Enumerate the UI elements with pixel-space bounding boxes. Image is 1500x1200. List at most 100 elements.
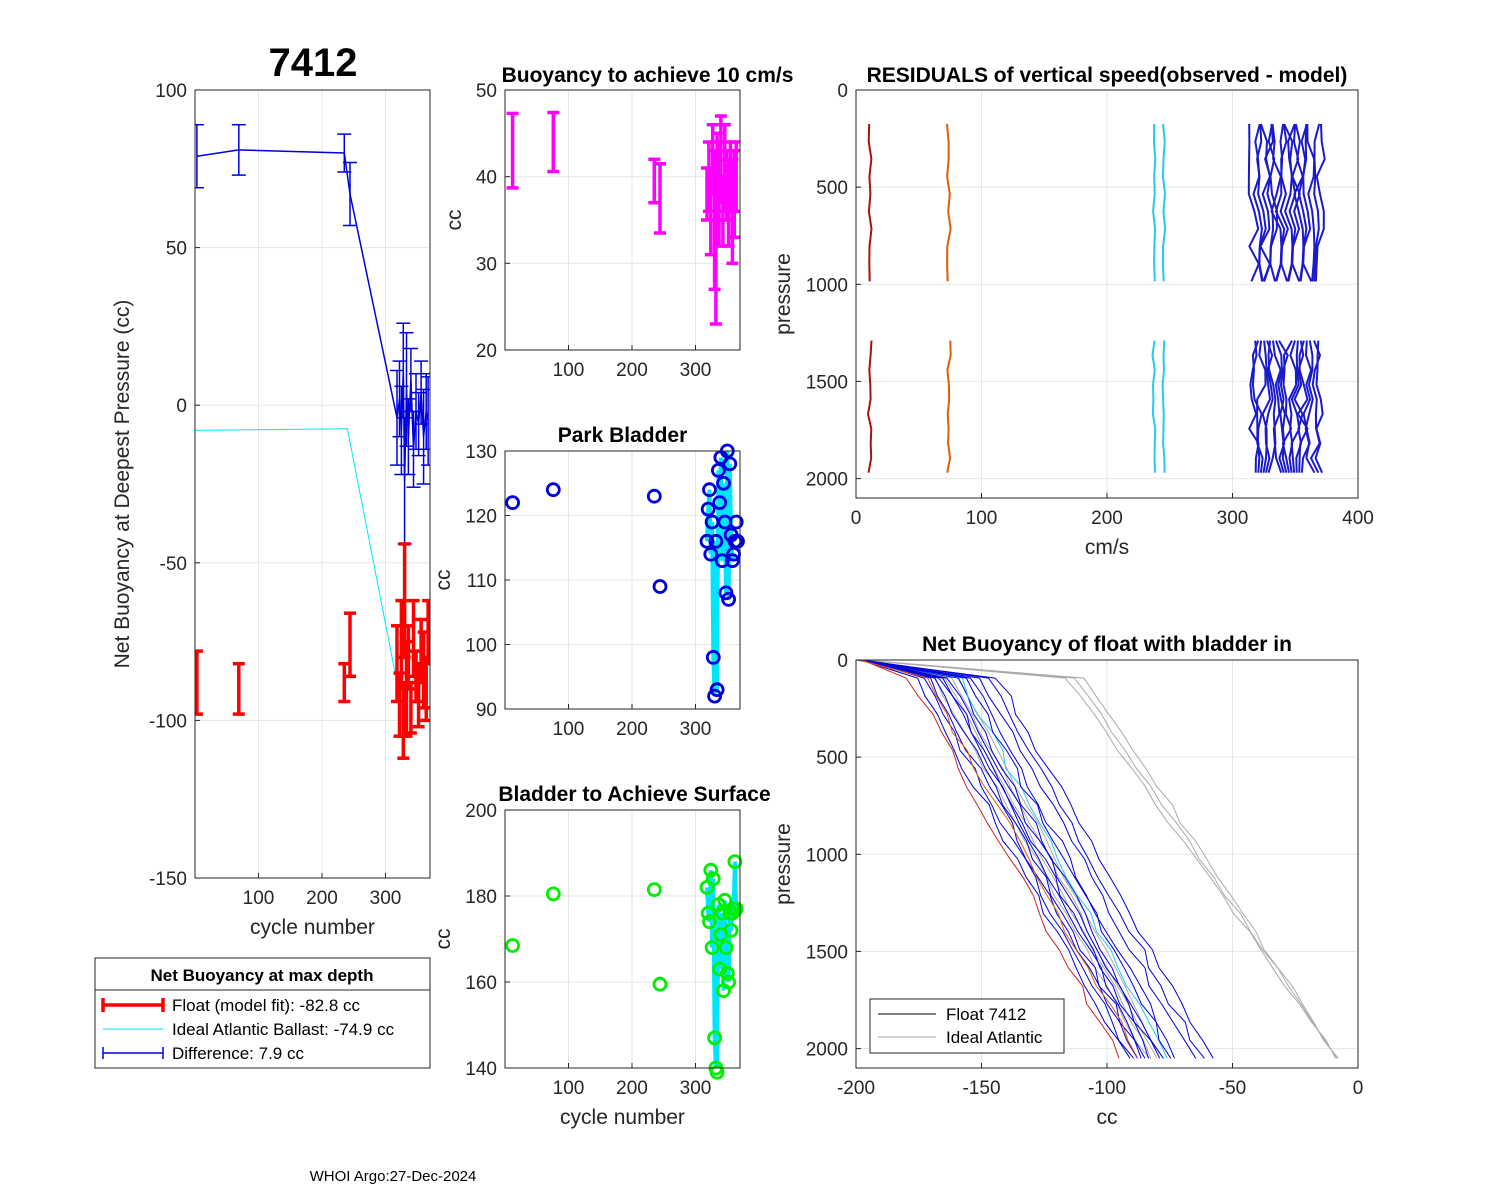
tick-label-x: 100 <box>553 719 585 740</box>
chart-buoyancy-10cms: 100 200 300 20 30 40 50 cc Buoyancy to achieve 1… <box>443 64 793 381</box>
residual-profile <box>1161 123 1167 282</box>
ideal-profile <box>862 660 1152 1059</box>
float-profile <box>857 660 1149 1059</box>
chart-park-bladder: 100 200 300 90 100 110 120 130 cc Park Bladder <box>432 424 745 740</box>
residual-profile <box>1314 340 1324 474</box>
tick-label-y: 200 <box>465 801 497 822</box>
residual-profile <box>1306 123 1316 282</box>
residual-profile <box>946 340 952 473</box>
float-profile <box>860 660 1138 1059</box>
residual-profile <box>1264 340 1274 473</box>
legend-label-ideal: Ideal Atlantic Ballast: -74.9 cc <box>172 1020 395 1039</box>
tick-label-x: 0 <box>1353 1078 1364 1099</box>
data-point <box>730 533 745 549</box>
data-point <box>718 940 734 955</box>
tick-label-x: 100 <box>243 888 275 909</box>
legend-label-float: Float (model fit): -82.8 cc <box>172 996 361 1015</box>
residual-profile <box>1278 340 1289 473</box>
tick-label-x: -200 <box>837 1078 875 1099</box>
axis-label-y: pressure <box>772 823 795 905</box>
tick-label-y: 0 <box>176 396 187 417</box>
data-point <box>727 854 743 869</box>
residual-profile <box>867 123 873 282</box>
float-profile <box>858 660 1197 1059</box>
tick-label-x: 200 <box>616 360 648 381</box>
float-profile <box>861 660 1175 1059</box>
chart-title: Park Bladder <box>558 424 688 447</box>
axis-label-x: cycle number <box>250 916 375 939</box>
tick-label-x: 200 <box>616 1078 648 1099</box>
residual-profile <box>1261 340 1272 473</box>
chart-title: Bladder to Achieve Surface <box>498 783 770 806</box>
tick-label-y: 50 <box>166 239 187 260</box>
ideal-profile <box>861 660 1338 1059</box>
data-point <box>545 886 561 902</box>
residual-profile <box>1304 340 1316 474</box>
plot-area <box>505 90 740 350</box>
legend-box <box>869 998 1065 1054</box>
axis-label-y: cc <box>432 929 455 950</box>
chart-residuals: 0 100 200 300 400 0 500 1000 1500 2000 cm/s pressur… <box>772 64 1374 559</box>
tick-label-y: 0 <box>837 81 848 102</box>
residual-profile <box>1267 340 1277 473</box>
tick-label-x: 300 <box>680 360 712 381</box>
legend-label-ideal-atlantic: Ideal Atlantic <box>946 1028 1043 1047</box>
residual-profile <box>1256 340 1267 473</box>
tick-label-y: 100 <box>155 81 187 102</box>
tick-label-y: 0 <box>837 651 848 672</box>
tick-label-y: 120 <box>465 507 497 528</box>
tick-label-y: -150 <box>149 869 187 890</box>
residual-profile <box>1151 340 1157 473</box>
axis-label-y: pressure <box>772 253 795 335</box>
data-point <box>722 456 738 472</box>
tick-label-x: 200 <box>306 888 338 909</box>
float-profile <box>864 660 1142 1059</box>
data-point <box>646 488 662 504</box>
data-point <box>721 974 736 990</box>
tick-label-x: 200 <box>1091 508 1123 529</box>
residual-profile <box>866 340 873 473</box>
tick-label-y: 130 <box>465 442 497 463</box>
footer-stamp: WHOI Argo:27-Dec-2024 <box>310 1168 477 1185</box>
tick-label-y: 180 <box>465 887 497 908</box>
data-point <box>699 533 715 549</box>
tick-label-y: 500 <box>816 748 848 769</box>
legend-box <box>94 957 431 1069</box>
residual-profile <box>1152 123 1157 282</box>
residual-profile <box>1290 340 1301 473</box>
tick-label-y: 110 <box>467 571 497 592</box>
residual-profile <box>946 123 952 282</box>
residual-profile <box>1248 340 1260 473</box>
data-point <box>723 923 739 938</box>
tick-label-y: 20 <box>476 341 497 362</box>
axis-label-y: cc <box>443 210 466 231</box>
tick-label-x: -150 <box>962 1078 1000 1099</box>
data-point <box>725 553 740 569</box>
legend-title: Net Buoyancy at max depth <box>151 966 374 985</box>
data-point <box>704 940 720 955</box>
chart-net-buoyancy-bladder: -200 -150 -100 -50 0 0 500 1000 1500 2000 cc pressu… <box>772 633 1363 1129</box>
tick-label-y: 30 <box>476 254 497 275</box>
data-point <box>721 592 736 607</box>
axis-label-x: cm/s <box>1085 536 1129 559</box>
axis-label-x: cc <box>1097 1106 1118 1129</box>
tick-label-y: 2000 <box>806 1040 848 1061</box>
residual-profile <box>1279 123 1289 282</box>
data-point <box>705 871 721 887</box>
float-profile <box>857 660 1172 1059</box>
tick-label-x: 300 <box>680 719 712 740</box>
data-point <box>717 892 733 908</box>
plot-area <box>505 810 740 1068</box>
data-point <box>652 976 668 992</box>
tick-label-x: 300 <box>680 1078 712 1099</box>
data-point <box>709 682 725 698</box>
data-point <box>712 961 728 977</box>
tick-label-x: -50 <box>1219 1078 1246 1099</box>
data-point <box>505 938 520 953</box>
tick-label-y: -100 <box>149 711 187 732</box>
tick-label-y: 40 <box>476 168 497 189</box>
tick-label-x: 100 <box>553 360 585 381</box>
float-profile <box>857 660 1164 1059</box>
data-point <box>703 546 719 562</box>
data-point <box>728 514 744 530</box>
